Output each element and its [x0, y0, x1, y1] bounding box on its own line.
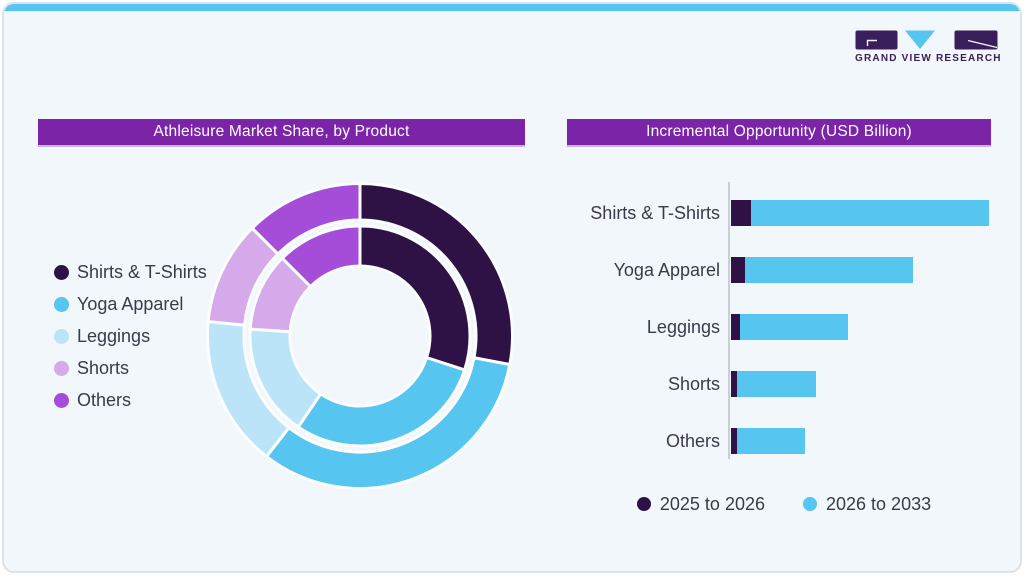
- bar-category-label: Leggings: [646, 317, 720, 337]
- top-accent-strip: [4, 4, 1020, 11]
- legend-swatch-icon: [54, 361, 69, 377]
- bar-category-label: Yoga Apparel: [613, 260, 720, 280]
- legend-swatch-icon: [54, 328, 69, 344]
- bar-chart-title-text: Incremental Opportunity (USD Billion): [646, 123, 912, 140]
- bar-segment-2025-to-2026: [731, 200, 752, 226]
- donut-outer-ring-slice-others: [250, 181, 362, 257]
- donut-legend-item-shorts: Shorts: [54, 353, 207, 385]
- bar-stack: [731, 314, 848, 340]
- bar-segment-2025-to-2026: [731, 314, 740, 340]
- bar-chart-legend: 2025 to 2026 2026 to 2033: [567, 490, 1001, 518]
- bar-row-leggings: Leggings: [567, 314, 1001, 340]
- brand-name: GRAND VIEW RESEARCH: [855, 53, 1002, 64]
- bar-segment-2026-to-2033: [736, 428, 805, 454]
- legend-label: Yoga Apparel: [77, 293, 184, 314]
- bar-segment-2026-to-2033: [751, 200, 989, 226]
- bar-row-shirts-t-shirts: Shirts & T-Shirts: [567, 200, 1001, 226]
- bar-stack: [731, 371, 817, 397]
- bar-category-label: Others: [665, 431, 720, 451]
- donut-inner-ring-slice-others: [280, 224, 362, 289]
- legend-label: 2026 to 2033: [826, 493, 932, 514]
- legend-swatch-icon: [803, 497, 817, 511]
- bar-category-label: Shirts & T-Shirts: [590, 203, 720, 223]
- donut-inner-ring-slice-yoga-apparel: [296, 355, 467, 448]
- bar-row-yoga-apparel: Yoga Apparel: [567, 257, 1001, 283]
- legend-swatch-icon: [636, 497, 651, 511]
- donut-legend-item-others: Others: [54, 385, 207, 417]
- bar-legend-item-2026-to-2033: 2026 to 2033: [803, 494, 931, 515]
- legend-label: Shorts: [77, 358, 130, 379]
- bar-stack: [731, 257, 913, 283]
- bar-stack: [731, 200, 989, 226]
- donut-legend-item-leggings: Leggings: [54, 320, 207, 352]
- bar-legend-item-2025-to-2026: 2025 to 2026: [636, 493, 765, 515]
- legend-label: Leggings: [77, 325, 151, 346]
- legend-swatch-icon: [54, 393, 69, 409]
- legend-label: Others: [77, 390, 132, 411]
- donut-chart: [206, 181, 514, 491]
- bar-chart: Shirts & T-Shirts Yoga Apparel Leggings Sho…: [567, 179, 1001, 464]
- bar-segment-2026-to-2033: [744, 257, 913, 283]
- bar-chart-axis: [728, 182, 730, 459]
- bar-row-shorts: Shorts: [567, 371, 1001, 397]
- donut-inner-ring-slice-shirts-t-shirts: [358, 224, 472, 372]
- legend-label: Shirts & T-Shirts: [77, 261, 207, 282]
- donut-chart-title: Athleisure Market Share, by Product: [38, 119, 525, 145]
- donut-legend-item-yoga-apparel: Yoga Apparel: [54, 288, 207, 320]
- brand-logo: GRAND VIEW RESEARCH: [855, 30, 1002, 64]
- legend-swatch-icon: [54, 296, 69, 312]
- gvr-logo-icon: [855, 30, 998, 50]
- bar-segment-2025-to-2026: [731, 428, 737, 454]
- donut-legend: Shirts & T-Shirts Yoga Apparel Leggings Sho…: [54, 256, 207, 417]
- bar-row-others: Others: [567, 428, 1001, 454]
- donut-chart-title-text: Athleisure Market Share, by Product: [153, 123, 410, 140]
- bar-segment-2025-to-2026: [731, 371, 737, 397]
- legend-label: 2025 to 2026: [659, 493, 765, 514]
- bar-category-label: Shorts: [667, 374, 720, 394]
- bar-chart-title: Incremental Opportunity (USD Billion): [567, 119, 991, 145]
- bar-segment-2026-to-2033: [736, 371, 817, 397]
- bar-segment-2025-to-2026: [731, 257, 745, 283]
- bar-segment-2026-to-2033: [740, 314, 848, 340]
- legend-swatch-icon: [54, 264, 69, 280]
- donut-legend-item-shirts-t-shirts: Shirts & T-Shirts: [54, 256, 207, 288]
- bar-stack: [731, 428, 805, 454]
